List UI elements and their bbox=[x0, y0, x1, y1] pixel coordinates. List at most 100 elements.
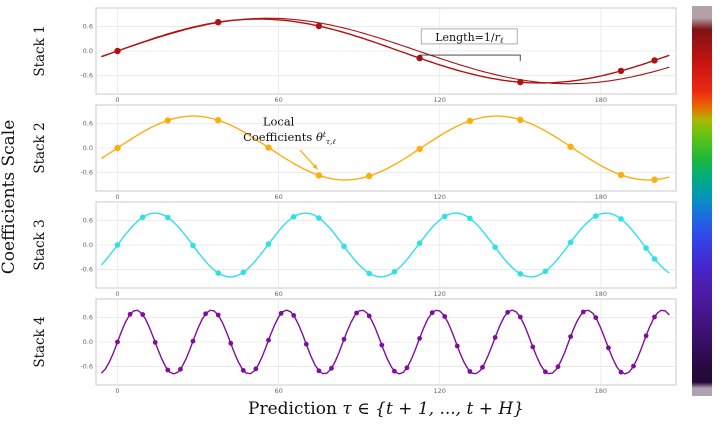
marker-dot bbox=[253, 366, 259, 372]
marker-dot bbox=[404, 365, 410, 371]
marker-dot bbox=[651, 256, 658, 262]
y-tick-label: 0.0 bbox=[83, 47, 93, 55]
x-tick-label: 0 bbox=[115, 290, 119, 298]
marker-dot bbox=[416, 240, 423, 246]
length-label: Length=1/rℓ bbox=[435, 31, 504, 45]
x-tick-label: 60 bbox=[274, 387, 282, 395]
subplots-group: 0 60 120 180 0.6 0.0 -0.6 Stack 1 Length=1/rℓ 0 60… bbox=[32, 7, 677, 395]
marker-dot bbox=[567, 143, 574, 150]
marker-dot bbox=[442, 314, 448, 319]
x-tick-label: 120 bbox=[433, 96, 445, 104]
marker-dot bbox=[190, 242, 196, 249]
subplot-stack-3: 0 60 120 180 0.6 0.0 -0.6 Stack 3 bbox=[32, 201, 677, 298]
marker-dot bbox=[140, 312, 146, 317]
marker-dot bbox=[517, 78, 524, 86]
marker-dot bbox=[651, 57, 658, 64]
coefficient-markers bbox=[114, 213, 658, 277]
stack-label: Stack 2 bbox=[32, 122, 48, 173]
x-tick-label: 60 bbox=[274, 193, 282, 201]
marker-dot bbox=[114, 144, 121, 152]
marker-dot bbox=[593, 315, 599, 320]
tick-labels: 0 60 120 180 0.6 0.0 -0.6 bbox=[80, 216, 607, 298]
marker-dot bbox=[366, 172, 373, 180]
marker-dot bbox=[127, 311, 133, 317]
marker-dot bbox=[278, 311, 284, 316]
marker-dot bbox=[291, 313, 297, 318]
marker-dot bbox=[454, 343, 460, 349]
marker-dot bbox=[517, 116, 524, 124]
local-coefficients-annotation: Local Coefficients θtτ,ℓ bbox=[243, 114, 336, 170]
y-tick-label: -0.6 bbox=[80, 266, 93, 274]
marker-dot bbox=[265, 241, 272, 247]
marker-dot bbox=[152, 340, 158, 345]
marker-dot bbox=[240, 368, 246, 373]
xlabel-math: τ ∈ {t + 1, ..., t + H} bbox=[342, 399, 524, 419]
marker-dot bbox=[606, 345, 611, 351]
x-tick-label: 180 bbox=[595, 193, 607, 201]
y-tick-label: 0.6 bbox=[83, 119, 93, 127]
marker-dot bbox=[315, 172, 323, 179]
tick-labels: 0 60 120 180 0.6 0.0 -0.6 bbox=[80, 313, 607, 395]
x-tick-label: 120 bbox=[433, 387, 445, 395]
marker-dot bbox=[316, 368, 322, 374]
x-tick-label: 60 bbox=[274, 290, 282, 298]
length-label-box bbox=[420, 28, 518, 45]
marker-dot bbox=[391, 269, 398, 275]
annotation-arrowhead bbox=[312, 164, 318, 170]
marker-dot bbox=[165, 214, 171, 221]
marker-dot bbox=[215, 270, 221, 276]
marker-dot bbox=[652, 314, 657, 320]
marker-dot bbox=[266, 337, 271, 343]
xlabel-prefix: Prediction bbox=[248, 399, 342, 419]
y-tick-label: -0.6 bbox=[80, 72, 93, 80]
marker-dot bbox=[366, 313, 372, 319]
colorbar bbox=[692, 6, 712, 396]
marker-dot bbox=[617, 171, 625, 179]
x-tick-label: 0 bbox=[115, 96, 119, 104]
figure-ylabel: Coefficients Scale bbox=[0, 120, 19, 275]
marker-dot bbox=[492, 335, 498, 340]
marker-dot bbox=[517, 314, 523, 320]
marker-dot bbox=[165, 367, 171, 373]
marker-dot bbox=[517, 271, 524, 277]
marker-dot bbox=[290, 214, 297, 220]
sine-curve bbox=[101, 18, 670, 84]
subplot-stack-1: 0 60 120 180 0.6 0.0 -0.6 Stack 1 Length=1/rℓ bbox=[32, 7, 677, 104]
marker-dot bbox=[643, 245, 649, 251]
x-tick-label: 0 bbox=[115, 193, 119, 201]
marker-dot bbox=[580, 309, 586, 315]
coefficient-markers bbox=[114, 116, 658, 183]
marker-dot bbox=[480, 364, 485, 370]
marker-dot bbox=[392, 368, 397, 374]
length-annotation: Length=1/rℓ bbox=[419, 28, 521, 61]
stack-label: Stack 1 bbox=[32, 25, 48, 76]
x-tick-label: 60 bbox=[274, 96, 282, 104]
marker-dot bbox=[467, 369, 473, 374]
marker-dot bbox=[215, 117, 222, 124]
coefficient-markers bbox=[115, 309, 657, 375]
marker-dot bbox=[354, 310, 359, 316]
marker-dot bbox=[505, 309, 511, 315]
stack-label: Stack 3 bbox=[32, 219, 48, 270]
marker-dot bbox=[492, 244, 498, 250]
y-tick-label: 0.0 bbox=[83, 338, 93, 346]
marker-dot bbox=[651, 176, 658, 183]
marker-dot bbox=[178, 366, 183, 372]
marker-dot bbox=[593, 213, 599, 219]
marker-dot bbox=[190, 338, 196, 344]
marker-dot bbox=[417, 336, 422, 341]
x-tick-label: 180 bbox=[595, 387, 607, 395]
sine-curve bbox=[100, 212, 670, 278]
marker-dot bbox=[203, 311, 209, 317]
marker-dot bbox=[164, 117, 171, 124]
gridlines bbox=[96, 8, 676, 94]
marker-dot bbox=[265, 144, 272, 151]
subplot-stack-4: 0 60 120 180 0.6 0.0 -0.6 Stack 4 bbox=[32, 298, 677, 395]
marker-dot bbox=[228, 340, 234, 346]
marker-dot bbox=[441, 213, 448, 220]
x-tick-label: 0 bbox=[115, 387, 119, 395]
tick-labels: 0 60 120 180 0.6 0.0 -0.6 bbox=[80, 22, 607, 104]
y-tick-label: -0.6 bbox=[80, 169, 93, 177]
